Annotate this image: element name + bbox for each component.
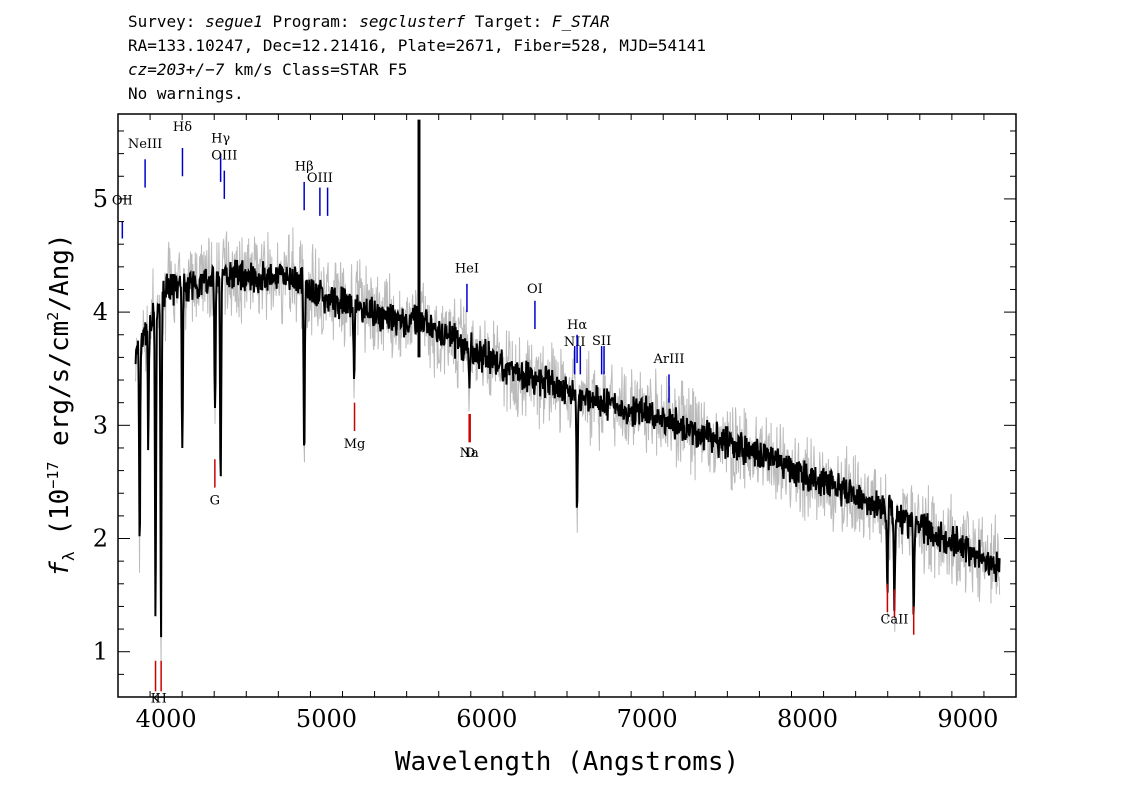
emission-line-label: OI: [527, 282, 543, 297]
absorption-line-label: Mg: [344, 437, 366, 452]
y-title-lambda: λ: [59, 551, 78, 561]
absorption-line-label: CaII: [880, 612, 908, 627]
y-title-units: erg/s/cm: [45, 321, 75, 462]
emission-line-label: ArIII: [652, 352, 684, 367]
error-series-line: [135, 227, 1001, 667]
emission-line-label: HeI: [455, 261, 479, 276]
y-title-exponent-2: 2: [44, 312, 62, 321]
emission-line-label: OII: [112, 194, 133, 209]
target-name: F_STAR: [551, 12, 610, 31]
spectrum-header: Survey: segue1 Program: segclusterf Targ…: [128, 10, 706, 106]
absorption-line-label: Na: [460, 446, 479, 461]
emission-line-label: OIII: [211, 148, 237, 163]
survey-prefix: Survey:: [128, 12, 206, 31]
absorption-line-label: K: [151, 692, 161, 707]
y-axis-title: fλ (10−17 erg/s/cm2/Ang): [44, 233, 78, 576]
y-title-exponent: −17: [44, 462, 62, 489]
y-tick-label: 4: [93, 298, 108, 326]
x-tick-label: 4000: [136, 705, 197, 733]
header-line-redshift: cz=203+/−7 km/s Class=STAR F5: [128, 58, 706, 82]
emission-line-label: NeIII: [128, 137, 162, 152]
absorption-line-label: H: [155, 692, 166, 707]
emission-line-label: Hα: [567, 318, 587, 333]
header-line-survey: Survey: segue1 Program: segclusterf Targ…: [128, 10, 706, 34]
x-axis-title: Wavelength (Angstroms): [395, 747, 739, 777]
survey-name: segue1: [205, 12, 263, 31]
program-prefix: Program:: [262, 12, 360, 31]
header-line-warnings: No warnings.: [128, 84, 244, 103]
target-prefix: Target:: [465, 12, 552, 31]
emission-line-label: Hδ: [173, 120, 192, 135]
emission-line-label: Hβ: [295, 160, 314, 175]
emission-line-label: Hγ: [211, 131, 230, 146]
emission-line-label: SII: [592, 334, 611, 349]
y-tick-label: 5: [93, 185, 108, 213]
class-text: km/s Class=STAR F5: [224, 60, 408, 79]
y-tick-label: 2: [93, 525, 108, 553]
x-tick-label: 7000: [617, 705, 678, 733]
redshift-value: cz=203+/−7: [128, 60, 225, 79]
absorption-line-label: D: [465, 446, 475, 461]
y-tick-label: 1: [93, 638, 108, 666]
y-title-main: (10: [45, 489, 75, 552]
emission-line-label: OIII: [307, 171, 333, 186]
header-line-coordinates: RA=133.10247, Dec=12.21416, Plate=2671, …: [128, 36, 706, 55]
y-title-f: f: [45, 561, 75, 577]
x-tick-label: 8000: [777, 705, 838, 733]
flux-series-line: [134, 259, 1001, 638]
x-tick-label: 6000: [456, 705, 517, 733]
plot-content: [134, 119, 1001, 667]
x-tick-label: 9000: [937, 705, 998, 733]
x-tick-label: 5000: [296, 705, 357, 733]
spectral-line-markers: OIINeIIIHδHγOIIIHβOIIIHeIOINIIHαSIIArIII…: [112, 120, 915, 707]
emission-line-label: NII: [564, 335, 586, 350]
axis-ticks: 4000 5000 6000 7000 8000 9000 1 2 3 4 5: [93, 114, 1017, 733]
y-tick-label: 3: [93, 411, 108, 439]
absorption-line-label: G: [210, 494, 220, 509]
y-title-end: /Ang): [45, 233, 75, 311]
program-name: segclusterf: [359, 12, 466, 31]
